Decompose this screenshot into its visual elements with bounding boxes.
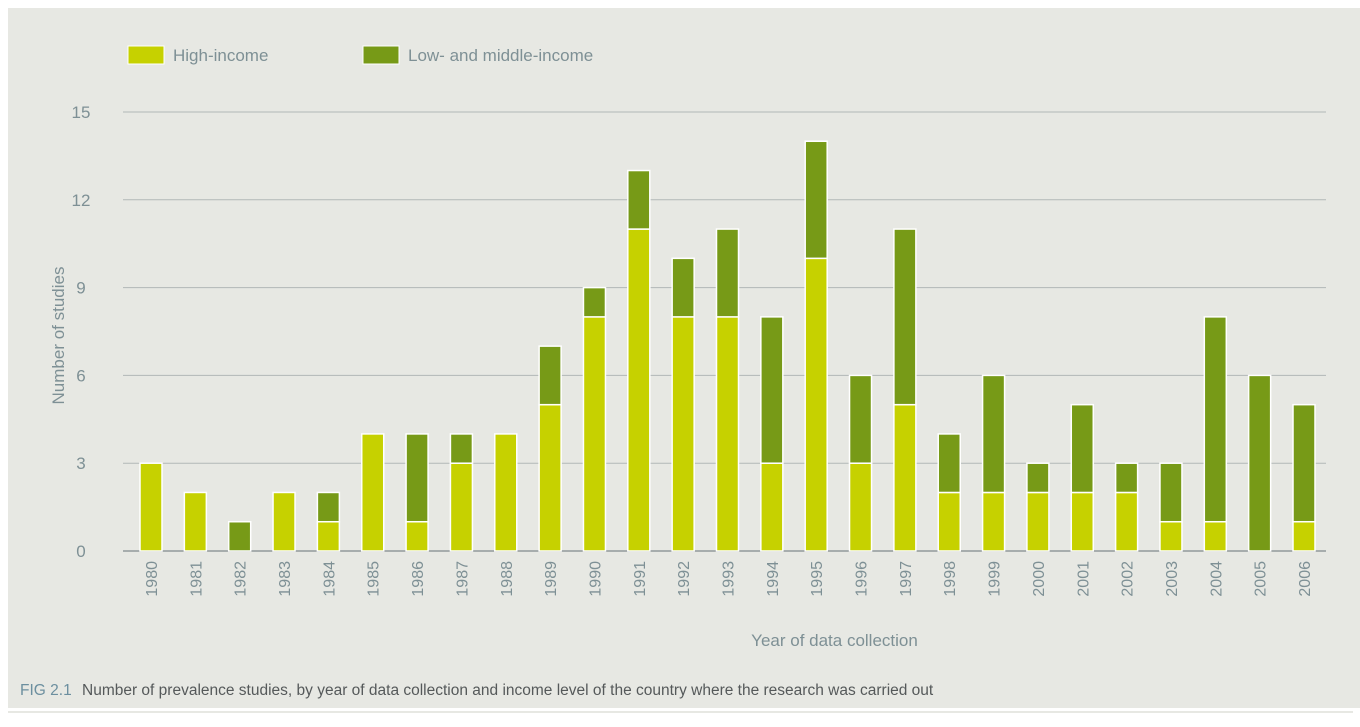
bar-low-middle-income (1203, 316, 1228, 523)
bar-high-income (316, 520, 341, 552)
bar-high-income (139, 462, 163, 552)
bar-high-income (494, 433, 518, 552)
x-tick-label: 1980 (144, 561, 161, 597)
divider (8, 711, 1353, 713)
bar-low-middle-income (1114, 462, 1139, 494)
x-tick-label: 2005 (1253, 561, 1270, 597)
x-tick-label: 1993 (721, 561, 738, 597)
x-tick-label: 1982 (233, 561, 250, 597)
bar-high-income (760, 462, 784, 552)
bar-low-middle-income (1159, 462, 1183, 523)
x-tick-label: 1987 (454, 561, 471, 597)
bar-high-income (582, 316, 607, 552)
legend-label-high-income: High-income (173, 46, 268, 65)
x-tick-label: 1986 (410, 561, 427, 597)
x-tick-label: 1981 (188, 561, 205, 597)
x-tick-label: 1998 (942, 561, 959, 597)
bar-low-middle-income (1247, 374, 1272, 552)
bar-high-income (981, 491, 1006, 552)
bar-high-income (405, 520, 429, 552)
bar-high-income (804, 257, 828, 552)
bar-high-income (848, 462, 873, 552)
bar-high-income (627, 228, 651, 552)
bar-low-middle-income (1292, 403, 1316, 523)
x-tick-label: 1988 (499, 561, 516, 597)
bar-high-income (893, 403, 917, 552)
bar-high-income (937, 491, 961, 552)
bar-high-income (1070, 491, 1095, 552)
bar-high-income (538, 403, 562, 552)
y-tick-label: 15 (72, 103, 91, 122)
x-tick-label: 1984 (321, 561, 338, 597)
bar-low-middle-income (627, 169, 651, 230)
x-tick-label: 1994 (765, 561, 782, 597)
figure-caption: FIG 2.1 Number of prevalence studies, by… (20, 682, 933, 700)
y-tick-label: 0 (76, 542, 85, 561)
bar-high-income (1114, 491, 1139, 552)
bar-high-income (1159, 520, 1183, 552)
bar-low-middle-income (760, 316, 784, 464)
x-tick-label: 2002 (1120, 561, 1137, 597)
x-tick-label: 2006 (1297, 561, 1314, 597)
x-tick-label: 1991 (632, 561, 649, 597)
bar-low-middle-income (937, 433, 961, 494)
y-tick-label: 12 (72, 191, 91, 210)
x-tick-label: 1999 (987, 561, 1004, 597)
stacked-bar-chart: 0 3 6 9 12 15 Number of studies 1980 1981 1982 198… (49, 45, 1326, 650)
bar-low-middle-income (981, 374, 1006, 494)
bar-high-income (272, 491, 296, 552)
bar-high-income (1203, 520, 1228, 552)
figure-panel: 0 3 6 9 12 15 Number of studies 1980 1981 1982 198… (8, 8, 1360, 708)
legend-swatch-high-income (127, 45, 165, 65)
x-tick-label: 1989 (543, 561, 560, 597)
bar-low-middle-income (405, 433, 429, 523)
bar-low-middle-income (1070, 403, 1095, 494)
x-tick-label: 1992 (676, 561, 693, 597)
x-tick-label: 1996 (854, 561, 871, 597)
bar-low-middle-income (1026, 462, 1050, 494)
bar-low-middle-income (449, 433, 474, 464)
x-tick-label: 2000 (1031, 561, 1048, 597)
bar-low-middle-income (893, 228, 917, 406)
x-tick-label: 2001 (1075, 561, 1092, 597)
bar-high-income (449, 462, 474, 552)
bar-low-middle-income (804, 140, 828, 260)
y-tick-label: 9 (76, 279, 85, 298)
bar-high-income (360, 433, 385, 552)
legend-swatch-low-middle-income (362, 45, 400, 65)
x-axis-label: Year of data collection (751, 631, 918, 650)
y-tick-label: 6 (76, 366, 85, 385)
x-tick-label: 1990 (587, 561, 604, 597)
bar-low-middle-income (671, 257, 695, 318)
caption-figure-label: FIG 2.1 (20, 682, 72, 699)
y-axis-label: Number of studies (49, 267, 68, 405)
bar-low-middle-income (316, 491, 341, 523)
y-tick-label: 3 (76, 454, 85, 473)
bar-high-income (1292, 520, 1316, 552)
x-tick-label: 1983 (277, 561, 294, 597)
x-tick-label: 1997 (898, 561, 915, 597)
x-tick-label: 1985 (366, 561, 383, 597)
x-tick-label: 1995 (809, 561, 826, 597)
bar-low-middle-income (227, 520, 252, 552)
bar-high-income (671, 316, 695, 552)
x-tick-label: 2003 (1164, 561, 1181, 597)
bar-high-income (715, 316, 740, 552)
bar-high-income (1026, 491, 1050, 552)
bar-low-middle-income (848, 374, 873, 464)
legend-label-low-middle-income: Low- and middle-income (408, 46, 593, 65)
bar-low-middle-income (582, 286, 607, 318)
bar-low-middle-income (538, 345, 562, 406)
bar-low-middle-income (715, 228, 740, 318)
caption-text: Number of prevalence studies, by year of… (82, 682, 934, 699)
bar-high-income (183, 491, 208, 552)
x-tick-label: 2004 (1208, 561, 1225, 597)
